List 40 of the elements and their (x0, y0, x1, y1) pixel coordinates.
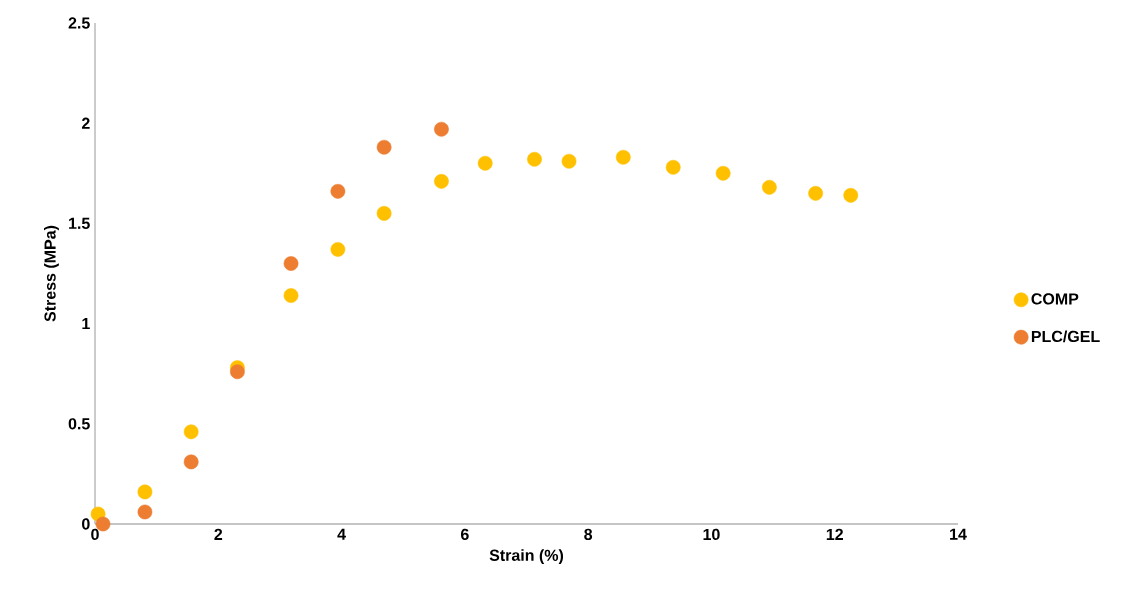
point (615, 149, 631, 165)
point (527, 151, 542, 167)
x-tick-label: 12 (826, 528, 843, 540)
x-tick-label: 8 (584, 528, 593, 541)
point (183, 454, 199, 470)
x-tick-label: 2 (214, 528, 223, 540)
x-tick-label: 4 (337, 528, 346, 540)
legend-label: PLC/GEL (1031, 330, 1100, 343)
x-tick-label: 10 (703, 528, 720, 541)
point (434, 121, 449, 137)
point (283, 256, 299, 271)
y-tick-label: 0.5 (68, 418, 90, 430)
point (376, 206, 392, 221)
y-tick-label: 2 (81, 117, 90, 129)
legend-label: COMP (1031, 293, 1079, 305)
x-tick-label: 14 (950, 528, 967, 540)
point (434, 173, 449, 189)
point (330, 184, 346, 199)
y-tick-label: 1 (82, 318, 90, 330)
point (283, 288, 299, 303)
y-axis-title: Stress (MPa) (43, 225, 59, 322)
point (843, 188, 859, 203)
point (762, 180, 777, 195)
point (330, 242, 346, 257)
x-axis-title: Strain (%) (489, 549, 564, 565)
y-tick-label: 0 (82, 518, 90, 530)
point (137, 504, 153, 520)
point (561, 153, 577, 169)
point (665, 159, 681, 175)
y-tick-label: 2.5 (68, 17, 90, 29)
point (808, 186, 823, 201)
point (376, 139, 392, 155)
point (715, 165, 731, 181)
x-tick-label: 6 (461, 528, 469, 541)
point (230, 364, 245, 380)
x-tick-label: 0 (91, 528, 99, 541)
y-tick-label: 1.5 (69, 217, 90, 229)
point (477, 155, 493, 171)
point (137, 484, 153, 500)
point (183, 424, 199, 440)
